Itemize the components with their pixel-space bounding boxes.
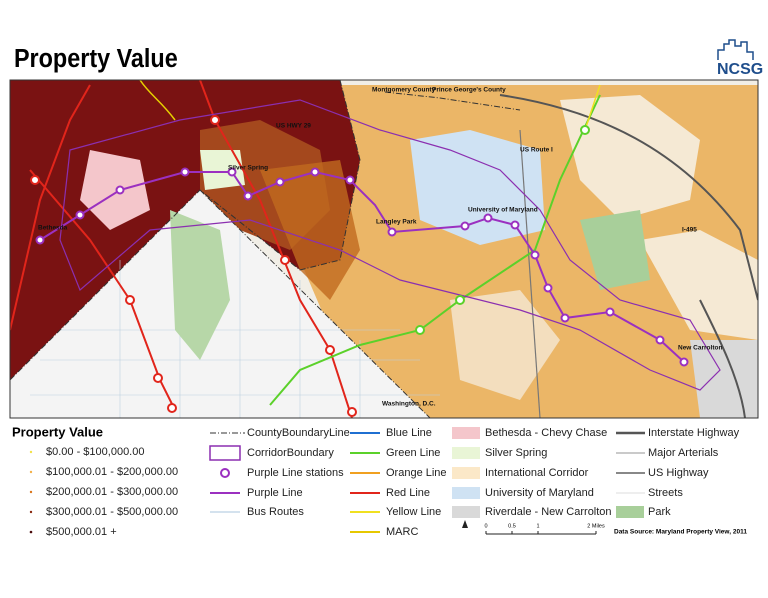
- legend-roads: Interstate Highway Major Arterials US Hi…: [616, 427, 740, 518]
- legend-label: $500,000.01 +: [46, 526, 117, 538]
- legend-label: Riverdale - New Carrolton: [485, 506, 612, 518]
- red-line: [10, 84, 91, 331]
- light-area: [640, 230, 758, 340]
- county-boundary: [384, 91, 521, 111]
- legend-label: $300,000.01 - $500,000.00: [46, 506, 178, 518]
- map-label: US Route I: [520, 147, 553, 154]
- map-label: Bethesda: [38, 225, 68, 232]
- north-arrow: [462, 520, 468, 528]
- scale-bar: 0 0.5 1 2 Miles: [484, 523, 605, 535]
- scale-tick: 2 Miles: [587, 523, 605, 529]
- legend-label: Streets: [648, 487, 683, 499]
- legend-values: $0.00 - $100,000.00 $100,000.01 - $200,0…: [29, 446, 178, 538]
- legend-features: CountyBoundaryLine CorridorBoundary Purp…: [209, 427, 350, 518]
- legend-label: Interstate Highway: [648, 427, 740, 439]
- us-highway: [519, 129, 541, 418]
- legend-label: Bethesda - Chevy Chase: [485, 427, 607, 439]
- yellow-line: [584, 84, 601, 131]
- map-label: Langley Park: [376, 219, 417, 226]
- scale-tick: 0.5: [508, 523, 516, 529]
- legend-label: CountyBoundaryLine: [247, 427, 350, 439]
- map-label: US HWY 29: [276, 123, 311, 130]
- legend-transit: Blue Line Green Line Orange Line Red Lin…: [350, 427, 447, 538]
- data-source: Data Source: Maryland Property View, 201…: [614, 529, 747, 536]
- map-label: New Carrolton: [678, 345, 722, 352]
- scale-tick: 0: [484, 523, 487, 529]
- legend-label: University of Maryland: [485, 487, 594, 499]
- legend-label: Silver Spring: [485, 447, 547, 459]
- light-area: [560, 95, 700, 220]
- bethesda-area: [80, 150, 150, 230]
- legend-label: Purple Line: [247, 487, 303, 499]
- legend-label: Purple Line stations: [247, 467, 344, 479]
- silver-spring-area: [200, 150, 245, 190]
- legend-label: Blue Line: [386, 427, 432, 439]
- map-labels: Montgomery County Prince George's County…: [38, 87, 722, 408]
- title: Property Value: [14, 45, 178, 73]
- map-label: I-495: [682, 227, 697, 234]
- legend-label: $100,000.01 - $200,000.00: [46, 466, 178, 478]
- legend-label: $200,000.01 - $300,000.00: [46, 486, 178, 498]
- map-label: Washington, D.C.: [382, 401, 436, 408]
- scale-tick: 1: [536, 523, 539, 529]
- map-label: Montgomery County: [372, 87, 436, 94]
- legend-label: International Corridor: [485, 467, 589, 479]
- park: [170, 210, 230, 360]
- legend-label: Yellow Line: [386, 506, 441, 518]
- map-label: Prince George's County: [432, 87, 506, 94]
- legend-label: US Highway: [648, 467, 709, 479]
- green-line: [269, 94, 601, 406]
- map-label: University of Maryland: [468, 207, 538, 214]
- park: [580, 210, 650, 290]
- green-stations: [415, 125, 590, 335]
- logo: NCSG: [717, 39, 763, 78]
- stations: [35, 167, 689, 367]
- legend-label: Green Line: [386, 447, 440, 459]
- mid-area: [260, 160, 360, 300]
- legend-label: MARC: [386, 526, 418, 538]
- interstate: [699, 299, 746, 418]
- legend-label: Major Arterials: [648, 447, 719, 459]
- legend-label: CorridorBoundary: [247, 447, 334, 459]
- legend-label: Red Line: [386, 487, 430, 499]
- red-line: [199, 80, 353, 418]
- legend-label: $0.00 - $100,000.00: [46, 446, 144, 458]
- county-boundary: [10, 80, 431, 418]
- legend-areas: Bethesda - Chevy Chase Silver Spring Int…: [452, 427, 612, 518]
- legend-title: Property Value: [12, 424, 103, 439]
- legend-label: Orange Line: [386, 467, 447, 479]
- marc: [139, 80, 176, 121]
- interstate: [499, 94, 758, 301]
- map: Montgomery County Prince George's County…: [10, 80, 758, 418]
- purple-line: [39, 170, 685, 363]
- corridor-boundary: [59, 99, 721, 391]
- umd-area: [410, 130, 545, 245]
- map-frame: [9, 79, 759, 419]
- legend-label: Park: [648, 506, 671, 518]
- legend-label: Bus Routes: [247, 506, 304, 518]
- map-label: Silver Spring: [228, 165, 268, 172]
- logo-text: NCSG: [717, 61, 763, 78]
- red-stations: [30, 115, 357, 417]
